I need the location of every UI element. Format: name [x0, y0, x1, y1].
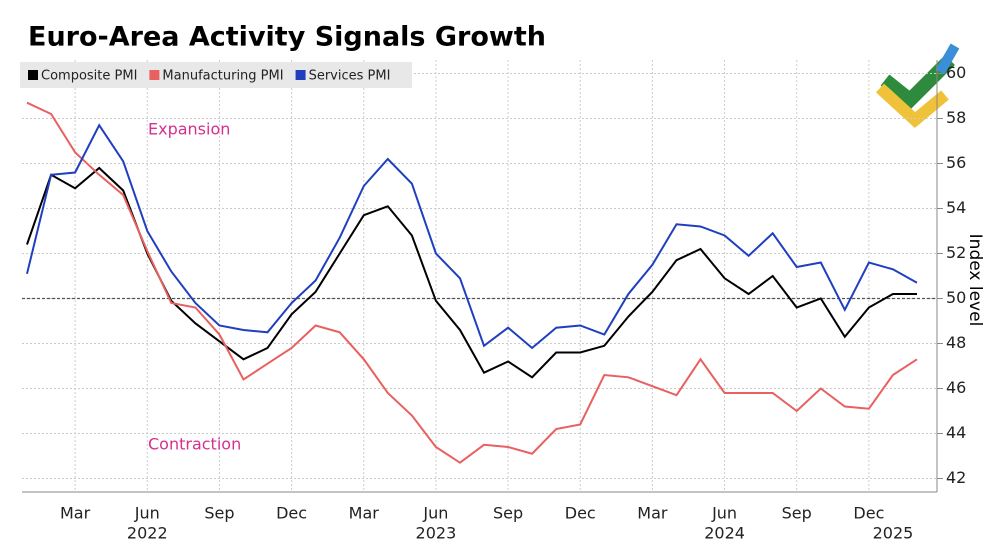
- chart-title: Euro-Area Activity Signals Growth: [28, 22, 546, 53]
- legend-label: Services PMI: [309, 69, 391, 84]
- series-line: [26, 123, 918, 350]
- x-tick-label: Mar: [637, 504, 668, 523]
- x-tick-label: Jun: [134, 504, 160, 523]
- x-tick-label: Mar: [349, 504, 380, 523]
- x-year-label: 2025: [873, 524, 914, 543]
- y-tick-label: 46: [946, 378, 966, 397]
- legend-label: Composite PMI: [41, 69, 137, 84]
- x-tick-label: Mar: [60, 504, 91, 523]
- x-tick-label: Sep: [204, 504, 234, 523]
- y-tick-label: 54: [946, 198, 966, 217]
- y-tick-label: 48: [946, 333, 966, 352]
- y-tick-label: 52: [946, 243, 966, 262]
- x-tick-label: Dec: [853, 504, 884, 523]
- y-tick-label: 50: [946, 288, 966, 307]
- x-year-label: 2024: [704, 524, 745, 543]
- y-axis-label: Index level: [965, 234, 985, 327]
- x-year-label: 2023: [416, 524, 457, 543]
- y-tick-label: 42: [946, 468, 966, 487]
- x-tick-label: Jun: [422, 504, 448, 523]
- legend-label: Manufacturing PMI: [162, 69, 283, 84]
- x-tick-label: Dec: [565, 504, 596, 523]
- x-tick-label: Sep: [782, 504, 812, 523]
- logo: [875, 43, 960, 128]
- y-tick-label: 56: [946, 153, 966, 172]
- y-tick-label: 58: [946, 108, 966, 127]
- legend-swatch: [28, 70, 38, 80]
- legend-swatch: [149, 70, 160, 80]
- y-tick-label: 60: [946, 63, 966, 82]
- x-tick-label: Dec: [276, 504, 307, 523]
- series-line: [26, 101, 918, 464]
- x-year-label: 2022: [127, 524, 168, 543]
- legend-swatch: [295, 70, 306, 80]
- y-tick-label: 44: [946, 423, 966, 442]
- legend-box: [20, 62, 412, 88]
- x-tick-label: Jun: [711, 504, 737, 523]
- annotation: Contraction: [148, 434, 241, 453]
- annotation: Expansion: [148, 119, 230, 138]
- legend: Composite PMI Manufacturing PMI Services P…: [20, 62, 412, 88]
- x-tick-label: Sep: [493, 504, 523, 523]
- series-line: [26, 166, 917, 379]
